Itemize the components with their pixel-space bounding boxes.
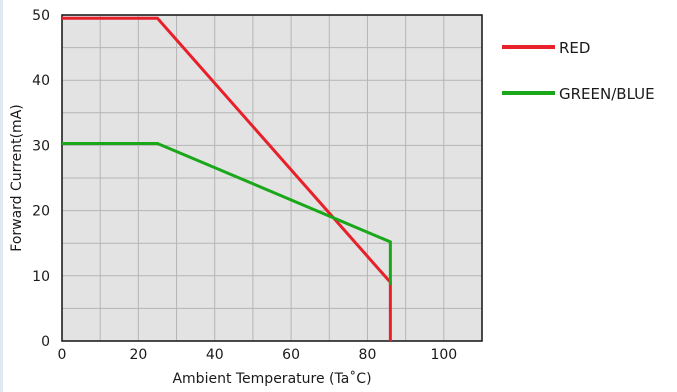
x-tick-label: 40	[206, 347, 224, 363]
tick-labels: 0 20 40 60 80 100 0 10 20 30 40 50	[32, 8, 457, 363]
grid	[62, 15, 482, 341]
x-tick-label: 20	[129, 347, 147, 363]
series-layer	[62, 16, 392, 341]
y-tick-label: 30	[32, 138, 50, 154]
y-axis-label: Forward Current(mA)	[9, 104, 25, 251]
y-tick-label: 10	[32, 269, 50, 285]
y-tick-label: 20	[32, 204, 50, 220]
left-edge-stripe	[0, 0, 3, 392]
legend-label-1: GREEN/BLUE	[559, 85, 655, 103]
series-line-0	[62, 16, 392, 341]
y-tick-label: 0	[41, 334, 50, 350]
x-tick-label: 0	[58, 347, 67, 363]
x-tick-label: 80	[359, 347, 377, 363]
y-tick-label: 50	[32, 8, 50, 24]
series-line-1	[62, 141, 392, 285]
x-axis-label: Ambient Temperature (Ta˚C)	[172, 370, 371, 387]
y-tick-label: 40	[32, 73, 50, 89]
legend: RED GREEN/BLUE	[502, 39, 655, 103]
x-tick-label: 60	[282, 347, 300, 363]
x-tick-label: 100	[430, 347, 457, 363]
plot-frame	[61, 14, 483, 342]
legend-label-0: RED	[559, 39, 590, 57]
